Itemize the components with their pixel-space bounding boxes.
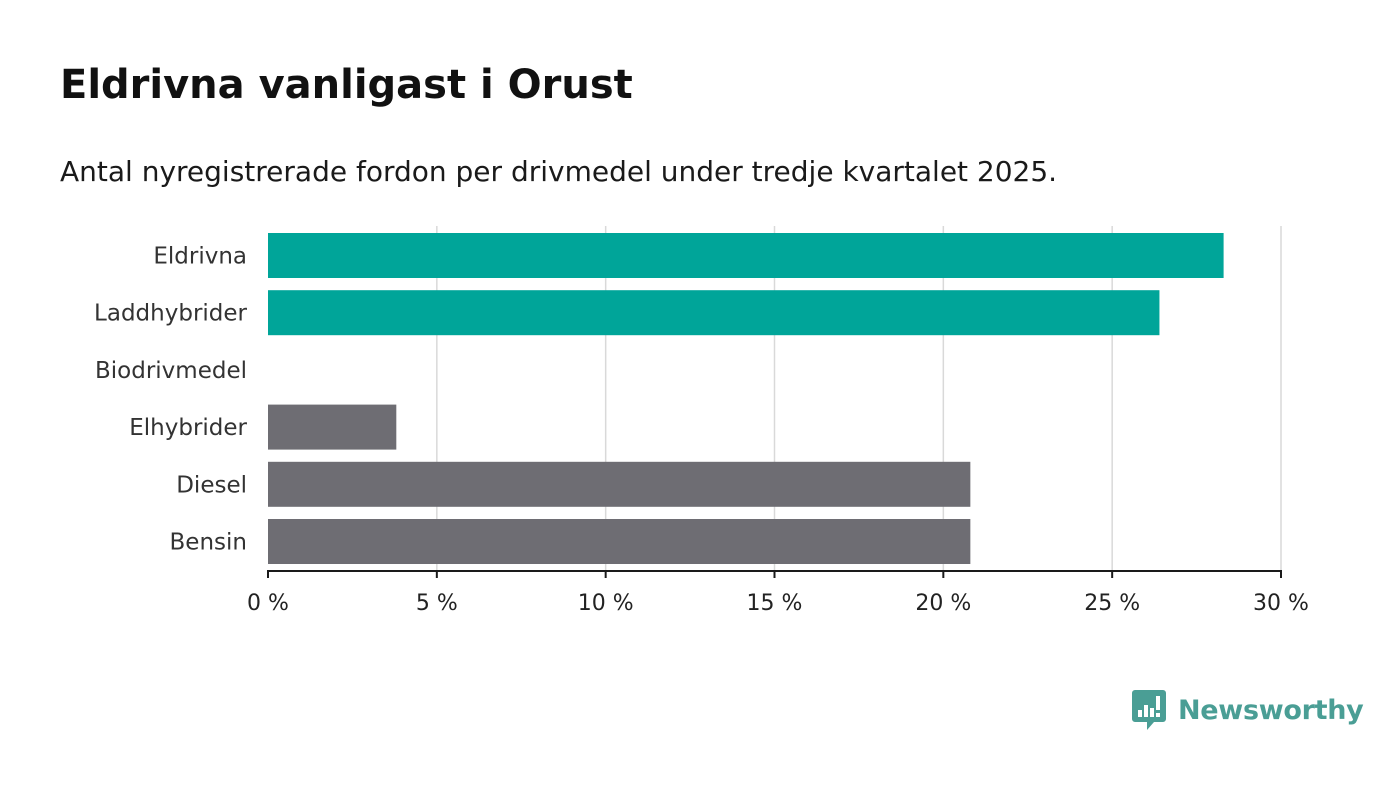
bar-elhybrider: [268, 404, 397, 450]
newsworthy-logo-icon: [1132, 690, 1166, 730]
x-tick-label: 15 %: [747, 591, 803, 616]
brand-name: Newsworthy: [1178, 694, 1364, 726]
category-label: Biodrivmedel: [95, 358, 247, 384]
bar-eldrivna: [268, 233, 1224, 278]
brand-logo: Newsworthy: [1132, 690, 1364, 730]
x-tick-label: 5 %: [416, 591, 458, 616]
x-tick-label: 20 %: [915, 591, 971, 616]
chart-title: Eldrivna vanligast i Orust: [60, 62, 633, 108]
bar-bensin: [268, 519, 971, 564]
category-label: Bensin: [170, 530, 247, 556]
x-tick-label: 10 %: [578, 591, 634, 616]
category-label: Laddhybrider: [94, 301, 247, 327]
x-tick-label: 25 %: [1084, 591, 1140, 616]
chart-subtitle: Antal nyregistrerade fordon per drivmede…: [60, 155, 1058, 188]
x-tick-label: 0 %: [247, 591, 289, 616]
category-label: Diesel: [176, 472, 247, 498]
category-label: Eldrivna: [153, 244, 247, 270]
category-label: Elhybrider: [129, 415, 247, 441]
bar-laddhybrider: [268, 290, 1160, 336]
x-tick-label: 30 %: [1253, 591, 1309, 616]
bar-diesel: [268, 461, 971, 507]
